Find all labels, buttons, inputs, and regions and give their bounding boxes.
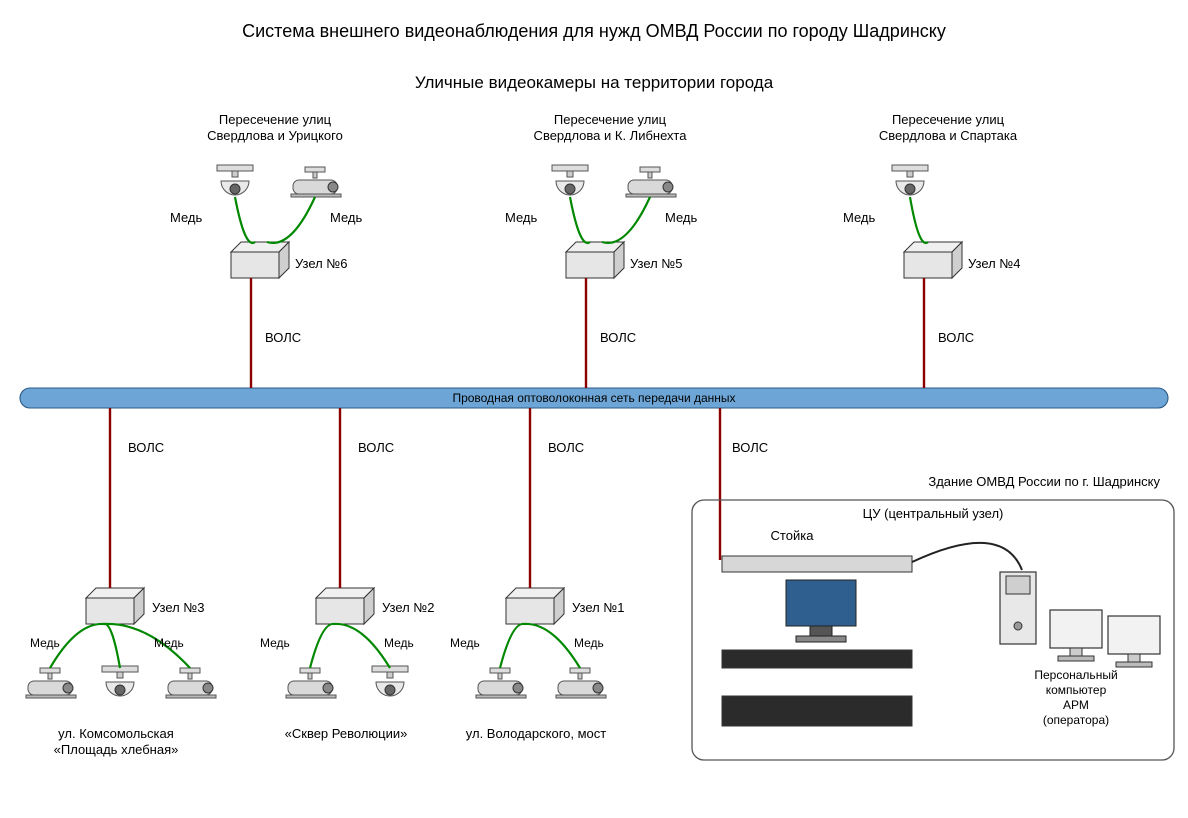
camera-bullet bbox=[291, 167, 341, 197]
rack-unit bbox=[722, 696, 912, 726]
node-title: Пересечение улиц Свердлова и Спартака bbox=[879, 112, 1017, 145]
switch-node bbox=[86, 588, 144, 624]
copper-label: Медь bbox=[154, 636, 184, 651]
camera-dome bbox=[372, 666, 408, 696]
cu-link bbox=[912, 543, 1022, 570]
copper-label: Медь bbox=[330, 210, 362, 226]
copper-link bbox=[334, 624, 390, 668]
camera-dome bbox=[102, 666, 138, 696]
switch-node bbox=[231, 242, 289, 278]
switch-node bbox=[566, 242, 624, 278]
switch-node bbox=[904, 242, 962, 278]
copper-link bbox=[570, 197, 590, 243]
rack-unit bbox=[722, 650, 912, 668]
copper-link bbox=[310, 624, 334, 668]
cu-label: ЦУ (центральный узел) bbox=[863, 506, 1004, 522]
operator-monitor bbox=[1108, 616, 1160, 667]
copper-link bbox=[104, 624, 120, 668]
node-label: Узел №1 bbox=[572, 600, 625, 616]
switch-node bbox=[316, 588, 374, 624]
copper-link bbox=[910, 197, 928, 243]
camera-bullet bbox=[26, 668, 76, 698]
fiber-label: ВОЛС bbox=[128, 440, 164, 456]
fiber-label: ВОЛС bbox=[265, 330, 301, 346]
node-title: Пересечение улиц Свердлова и Урицкого bbox=[207, 112, 343, 145]
rack-unit bbox=[722, 556, 912, 572]
fiber-bus-label: Проводная оптоволоконная сеть передачи д… bbox=[452, 391, 735, 406]
node-label: Узел №2 bbox=[382, 600, 435, 616]
camera-bullet bbox=[626, 167, 676, 197]
node-label: Узел №3 bbox=[152, 600, 205, 616]
copper-link bbox=[500, 624, 524, 668]
copper-label: Медь bbox=[170, 210, 202, 226]
fiber-label: ВОЛС bbox=[600, 330, 636, 346]
copper-link bbox=[235, 197, 255, 243]
camera-bullet bbox=[556, 668, 606, 698]
fiber-label: ВОЛС bbox=[938, 330, 974, 346]
copper-link bbox=[524, 624, 580, 668]
pc-label: Персональный компьютер АРМ (оператора) bbox=[1034, 668, 1117, 728]
node-title: ул. Володарского, мост bbox=[466, 726, 606, 742]
camera-bullet bbox=[476, 668, 526, 698]
switch-node bbox=[506, 588, 564, 624]
copper-label: Медь bbox=[665, 210, 697, 226]
camera-bullet bbox=[286, 668, 336, 698]
copper-label: Медь bbox=[843, 210, 875, 226]
camera-dome bbox=[892, 165, 928, 195]
copper-label: Медь bbox=[384, 636, 414, 651]
title-sub: Уличные видеокамеры на территории города bbox=[415, 72, 773, 93]
camera-dome bbox=[552, 165, 588, 195]
node-title: «Сквер Революции» bbox=[285, 726, 408, 742]
copper-label: Медь bbox=[574, 636, 604, 651]
copper-label: Медь bbox=[260, 636, 290, 651]
operator-monitor bbox=[1050, 610, 1102, 661]
fiber-label: ВОЛС bbox=[548, 440, 584, 456]
fiber-label: ВОЛС bbox=[732, 440, 768, 456]
rack-monitor bbox=[786, 580, 856, 626]
copper-label: Медь bbox=[450, 636, 480, 651]
building-label: Здание ОМВД России по г. Шадринску bbox=[928, 474, 1160, 490]
node-label: Узел №4 bbox=[968, 256, 1021, 272]
node-label: Узел №5 bbox=[630, 256, 683, 272]
copper-label: Медь bbox=[30, 636, 60, 651]
rack-label: Стойка bbox=[771, 528, 814, 544]
camera-dome bbox=[217, 165, 253, 195]
copper-link bbox=[267, 197, 315, 243]
copper-link bbox=[602, 197, 650, 243]
node-title: ул. Комсомольская «Площадь хлебная» bbox=[54, 726, 179, 759]
fiber-label: ВОЛС bbox=[358, 440, 394, 456]
copper-label: Медь bbox=[505, 210, 537, 226]
diagram-stage: Система внешнего видеонаблюдения для нуж… bbox=[0, 0, 1188, 813]
node-title: Пересечение улиц Свердлова и К. Либнехта bbox=[534, 112, 687, 145]
node-label: Узел №6 bbox=[295, 256, 348, 272]
title-main: Система внешнего видеонаблюдения для нуж… bbox=[242, 20, 946, 43]
camera-bullet bbox=[166, 668, 216, 698]
